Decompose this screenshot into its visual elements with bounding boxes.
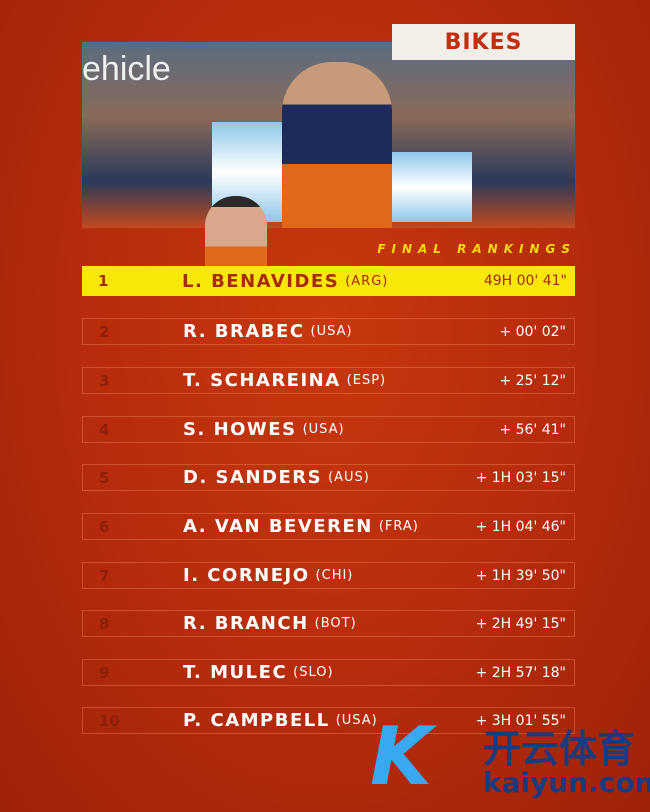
position: 7: [99, 566, 110, 585]
logo-mark: K: [370, 710, 432, 803]
time: + 25' 12": [499, 372, 566, 389]
time: + 1H 03' 15": [475, 469, 566, 486]
ranking-row: 4 S. HOWES (USA) + 56' 41": [82, 416, 575, 443]
time: + 56' 41": [499, 421, 566, 438]
time: + 00' 02": [499, 323, 566, 340]
ranking-row: 8 R. BRANCH (BOT) + 2H 49' 15": [82, 610, 575, 637]
nationality: (USA): [310, 324, 353, 339]
position: 6: [99, 517, 110, 536]
rider-name: R. BRANCH: [183, 613, 309, 634]
hero-photo: ehicle: [82, 42, 575, 228]
nationality: (SLO): [293, 665, 334, 680]
logo-en: kaiyun.com: [483, 766, 650, 799]
time: 49H 00' 41": [483, 273, 567, 289]
logo-cn: 开云体育: [483, 727, 636, 771]
rider-name: A. VAN BEVEREN: [183, 516, 373, 537]
subtitle: FINAL RANKINGS: [377, 242, 576, 256]
nationality: (FRA): [378, 519, 419, 534]
time: + 1H 39' 50": [475, 567, 566, 584]
position: 1: [98, 272, 109, 290]
nationality: (BOT): [314, 616, 357, 631]
rider-name: I. CORNEJO: [183, 565, 310, 586]
time: + 2H 57' 18": [475, 664, 566, 681]
nationality: (USA): [335, 713, 378, 728]
category-label: BIKES: [392, 24, 575, 60]
time: + 2H 49' 15": [475, 615, 566, 632]
rider-name: L. BENAVIDES: [182, 270, 340, 292]
rider-name: T. MULEC: [183, 662, 288, 683]
nationality: (ARG): [345, 273, 389, 289]
nationality: (AUS): [328, 470, 370, 485]
photo-text: ehicle: [82, 50, 171, 88]
ranking-row: 9 T. MULEC (SLO) + 2H 57' 18": [82, 659, 575, 686]
ranking-row: 3 T. SCHAREINA (ESP) + 25' 12": [82, 367, 575, 394]
rider-name: T. SCHAREINA: [183, 370, 341, 391]
position: 4: [99, 420, 110, 439]
ranking-row: 6 A. VAN BEVEREN (FRA) + 1H 04' 46": [82, 513, 575, 540]
rider-figure: [282, 62, 392, 228]
nationality: (USA): [302, 422, 345, 437]
time: + 3H 01' 55": [475, 712, 566, 729]
position: 3: [99, 371, 110, 390]
position: 2: [99, 322, 110, 341]
position: 10: [99, 711, 120, 730]
ranking-row: 7 I. CORNEJO (CHI) + 1H 39' 50": [82, 562, 575, 589]
ranking-row: 1 L. BENAVIDES (ARG) 49H 00' 41": [82, 266, 575, 296]
ranking-row: 5 D. SANDERS (AUS) + 1H 03' 15": [82, 464, 575, 491]
nationality: (ESP): [346, 373, 387, 388]
rider-name: P. CAMPBELL: [183, 710, 330, 731]
winner-portrait: [205, 196, 267, 268]
flag-shape: [382, 152, 472, 222]
rider-name: R. BRABEC: [183, 321, 305, 342]
rider-name: S. HOWES: [183, 419, 297, 440]
watermark-logo: K 开云体育 kaiyun.com: [365, 710, 650, 810]
time: + 1H 04' 46": [475, 518, 566, 535]
position: 5: [99, 468, 110, 487]
position: 8: [99, 614, 110, 633]
nationality: (CHI): [315, 568, 354, 583]
rider-name: D. SANDERS: [183, 467, 323, 488]
position: 9: [99, 663, 110, 682]
ranking-row: 2 R. BRABEC (USA) + 00' 02": [82, 318, 575, 345]
ranking-row: 10 P. CAMPBELL (USA) + 3H 01' 55": [82, 707, 575, 734]
